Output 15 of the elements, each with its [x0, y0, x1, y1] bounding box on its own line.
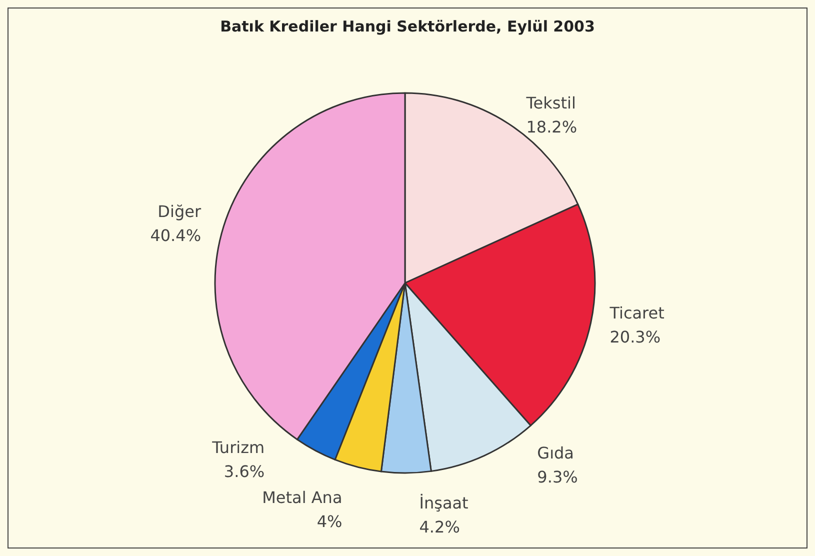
data-label: 4.2%	[419, 517, 460, 536]
data-label: 40.4%	[150, 226, 202, 246]
slice-label: Ticaret	[608, 303, 664, 322]
slice-label: Turizm	[211, 438, 265, 457]
slice-label: Diğer	[158, 202, 202, 222]
data-label: 9.3%	[537, 467, 578, 486]
data-label: 18.2%	[526, 117, 578, 136]
slice-label: Metal Ana	[262, 488, 342, 507]
data-label: 4%	[316, 512, 342, 531]
slice-label: Gıda	[537, 443, 574, 462]
chart-title: Batık Krediler Hangi Sektörlerde, Eylül 2003	[220, 18, 595, 36]
slice-label: Tekstil	[525, 93, 576, 112]
slice-label: İnşaat	[419, 493, 468, 512]
data-label: 20.3%	[610, 327, 661, 346]
data-label: 3.6%	[224, 462, 265, 481]
